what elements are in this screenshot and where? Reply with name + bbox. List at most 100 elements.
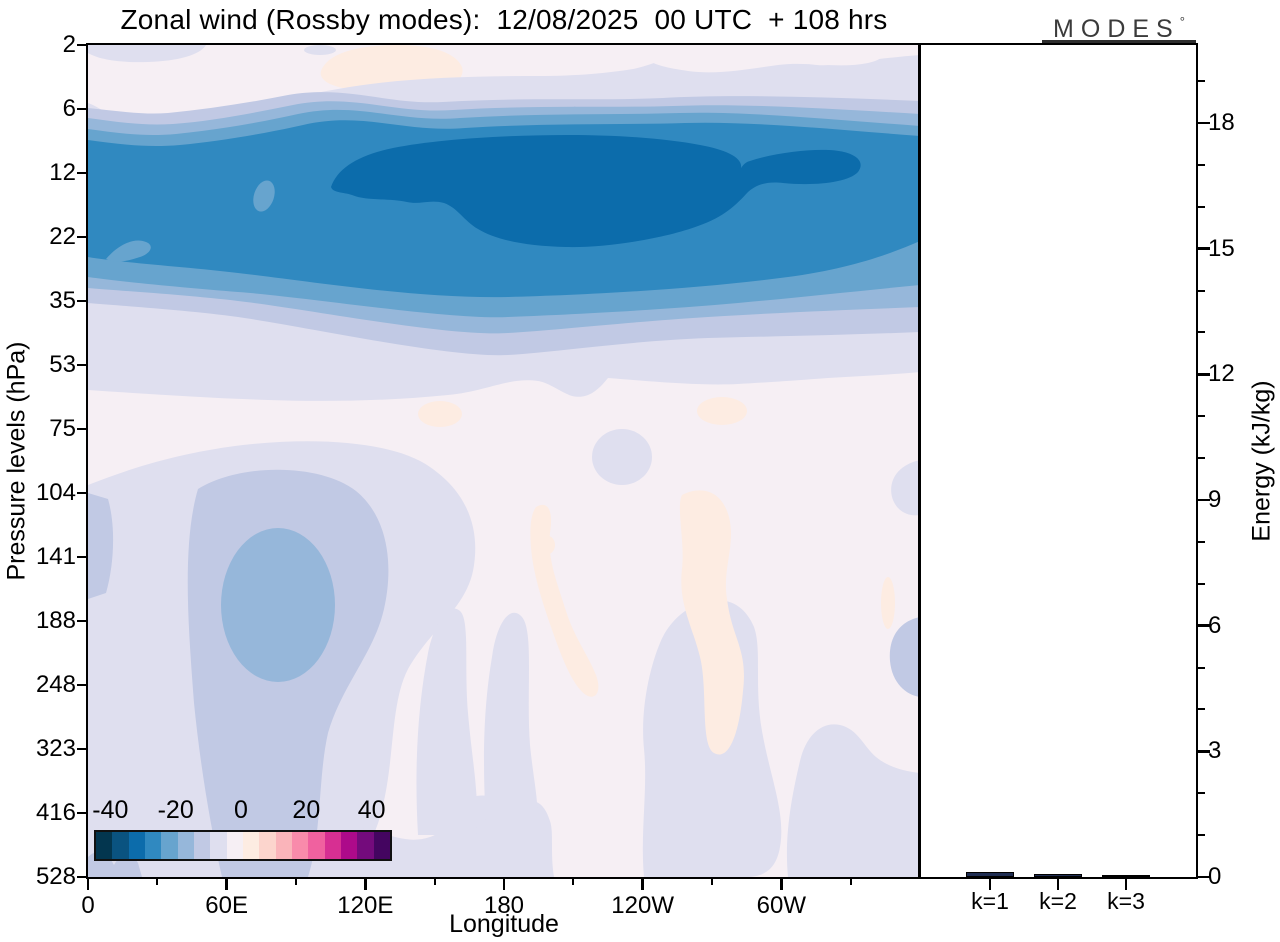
longitude-minor-tick <box>433 878 436 885</box>
longitude-tick <box>502 878 506 890</box>
pressure-tick-label: 188 <box>35 607 76 634</box>
pressure-tick-label: 35 <box>49 287 76 314</box>
longitude-tick <box>364 878 367 890</box>
longitude-tick-label: 0 <box>81 892 95 919</box>
pressure-tick-label: 141 <box>35 543 76 570</box>
pressure-tick <box>77 619 87 623</box>
energy-minor-tick <box>1197 540 1205 543</box>
energy-bar-tick <box>988 878 992 890</box>
colorbar-segment-35 <box>357 832 374 859</box>
energy-bar-tick <box>1124 878 1128 890</box>
energy-minor-tick <box>1197 457 1205 460</box>
longitude-axis-title: Longitude <box>449 910 559 938</box>
pressure-tick-label: 22 <box>49 223 76 250</box>
energy-bar-label: k=1 <box>971 888 1009 914</box>
pressure-tick <box>77 299 87 303</box>
pressure-tick <box>77 683 87 687</box>
pressure-tick <box>77 427 87 431</box>
pressure-tick <box>77 747 87 751</box>
contour-region <box>530 504 599 697</box>
pressure-tick <box>77 171 87 175</box>
colorbar-segment-0 <box>242 832 260 859</box>
pressure-tick-label: 323 <box>35 735 76 762</box>
longitude-tick-label: 60E <box>205 892 248 919</box>
energy-minor-tick <box>1197 205 1205 208</box>
energy-tick <box>1197 247 1210 250</box>
colorbar-segment--35 <box>128 832 145 859</box>
pressure-tick <box>77 43 87 47</box>
colorbar-tick-label: 0 <box>234 796 248 824</box>
energy-tick-label: 9 <box>1208 486 1222 513</box>
contour-region <box>881 577 895 629</box>
pressure-tick <box>77 555 87 559</box>
longitude-tick <box>86 878 90 890</box>
energy-bar-k=2 <box>1034 874 1082 877</box>
pressure-tick <box>77 235 87 239</box>
contour-region <box>592 429 652 485</box>
longitude-tick-label: 60W <box>756 892 806 919</box>
pressure-tick-label: 104 <box>35 479 76 506</box>
energy-panel <box>920 45 1196 877</box>
contour-region <box>786 724 920 877</box>
colorbar-tick-label: -40 <box>92 796 129 824</box>
energy-minor-tick <box>1197 289 1205 292</box>
pressure-tick-label: 53 <box>49 351 76 378</box>
colorbar-segment-5 <box>259 832 276 859</box>
colorbar-tick-label: 20 <box>292 796 321 824</box>
energy-tick-label: 18 <box>1208 109 1235 136</box>
colorbar-segment--15 <box>193 832 211 859</box>
energy-minor-tick <box>1197 163 1205 166</box>
energy-minor-tick <box>1197 666 1205 669</box>
pressure-tick-label: 248 <box>35 671 76 698</box>
energy-minor-tick <box>1197 331 1205 334</box>
pressure-tick-label: 416 <box>35 799 76 826</box>
pressure-tick <box>77 811 87 815</box>
colorbar-segment-30 <box>340 832 358 859</box>
energy-bar-tick <box>1056 878 1060 890</box>
longitude-minor-tick <box>295 878 297 885</box>
energy-minor-tick <box>1197 834 1205 837</box>
energy-tick <box>1197 750 1210 753</box>
contour-region <box>88 493 114 599</box>
pressure-tick-label: 12 <box>49 159 76 186</box>
pressure-tick-label: 528 <box>35 863 76 890</box>
contour-region <box>697 397 747 425</box>
energy-minor-tick <box>1197 415 1205 418</box>
longitude-minor-tick <box>156 878 159 885</box>
longitude-tick <box>225 878 228 890</box>
contour-region <box>331 135 861 248</box>
energy-bar-k=3 <box>1102 874 1150 877</box>
pressure-tick-label: 75 <box>49 415 76 442</box>
contour-region <box>889 617 920 697</box>
colorbar-tick-label: 40 <box>357 796 386 824</box>
colorbar-segment--30 <box>144 832 162 859</box>
colorbar-segment-20 <box>308 832 325 859</box>
pressure-tick-label: 6 <box>62 95 76 122</box>
colorbar <box>94 830 392 861</box>
pressure-tick <box>77 107 87 111</box>
pressure-tick-label: 2 <box>62 31 76 58</box>
energy-minor-tick <box>1197 80 1205 83</box>
contour-region <box>304 45 336 55</box>
colorbar-segment--20 <box>177 832 194 859</box>
contour-region <box>648 45 884 73</box>
energy-tick-label: 6 <box>1208 611 1222 639</box>
colorbar-segment-10 <box>275 832 292 859</box>
modes-logo: MODES° <box>1042 14 1196 44</box>
energy-tick <box>1197 875 1210 879</box>
energy-minor-tick <box>1197 708 1205 711</box>
longitude-tick <box>780 878 783 890</box>
modes-logo-degree-icon: ° <box>1179 14 1185 29</box>
energy-tick <box>1197 373 1210 376</box>
energy-tick-label: 3 <box>1208 737 1222 765</box>
modes-logo-text: MODES <box>1053 15 1180 43</box>
pressure-tick <box>77 491 87 495</box>
contour-region <box>679 490 744 755</box>
longitude-minor-tick <box>572 878 575 885</box>
energy-tick <box>1197 624 1210 627</box>
contour-svg <box>88 45 920 877</box>
contour-region <box>484 612 538 825</box>
colorbar-segment-15 <box>291 832 309 859</box>
longitude-minor-tick <box>711 878 713 885</box>
